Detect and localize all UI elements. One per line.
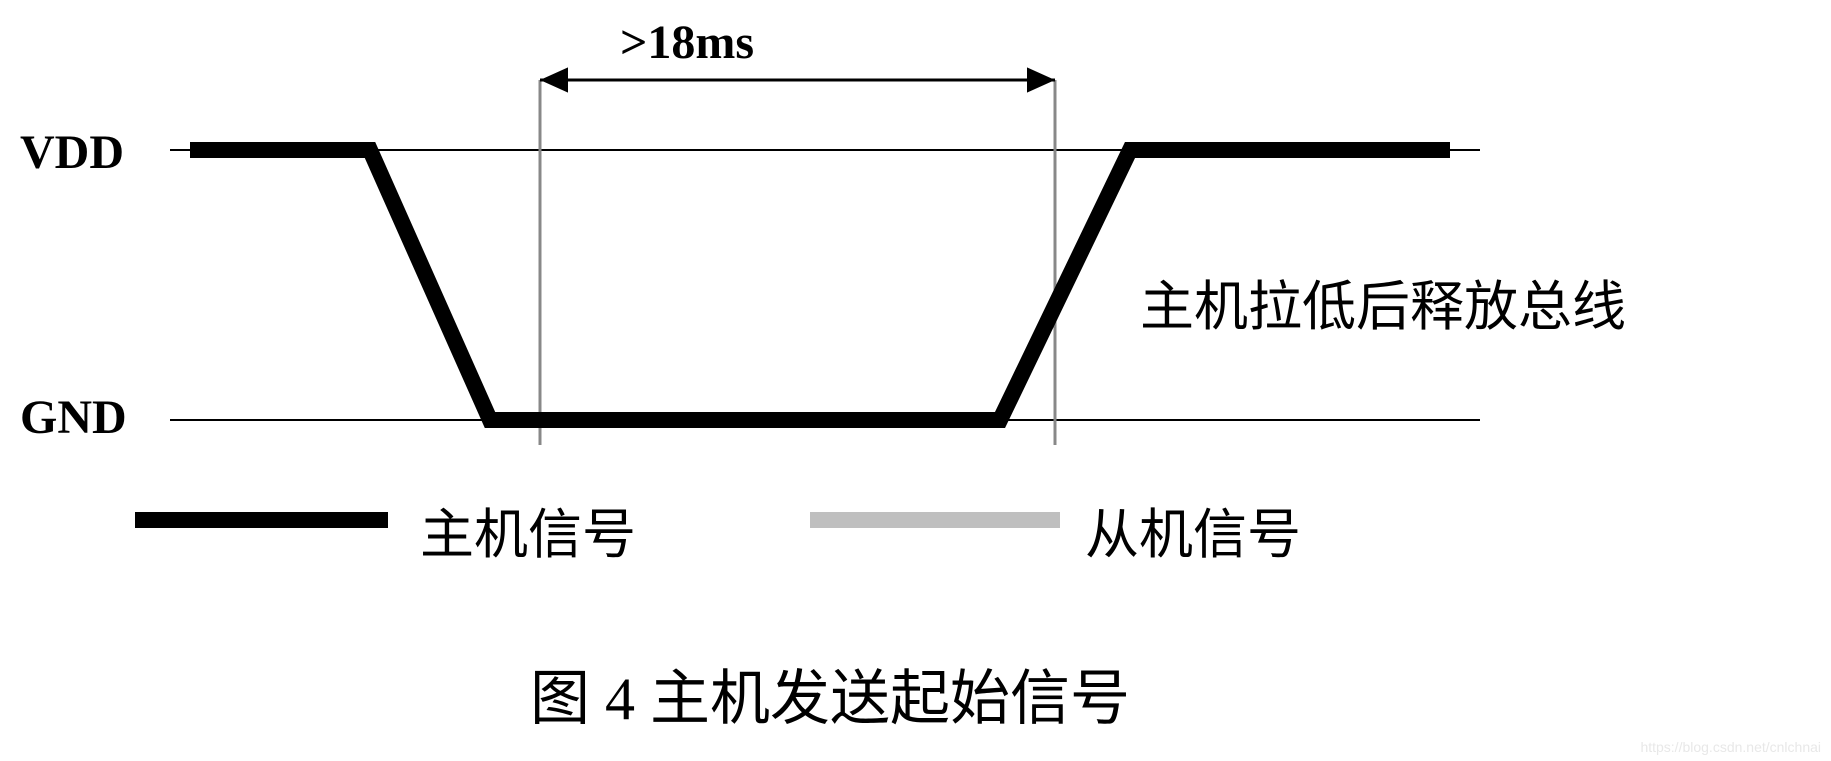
gnd-label: GND [20,390,127,445]
diagram-svg [0,0,1831,761]
vdd-label: VDD [20,125,124,180]
watermark-text: https://blog.csdn.net/cnlchnai [1640,739,1821,755]
release-note-label: 主机拉低后释放总线 [1140,262,1626,341]
timing-diagram: VDD GND >18ms 主机拉低后释放总线 主机信号 从机信号 图 4 主机… [0,0,1831,761]
legend-slave-label: 从机信号 [1085,490,1301,569]
figure-caption: 图 4 主机发送起始信号 [530,650,1130,737]
timing-label: >18ms [620,15,754,70]
legend-host-label: 主机信号 [420,490,636,569]
